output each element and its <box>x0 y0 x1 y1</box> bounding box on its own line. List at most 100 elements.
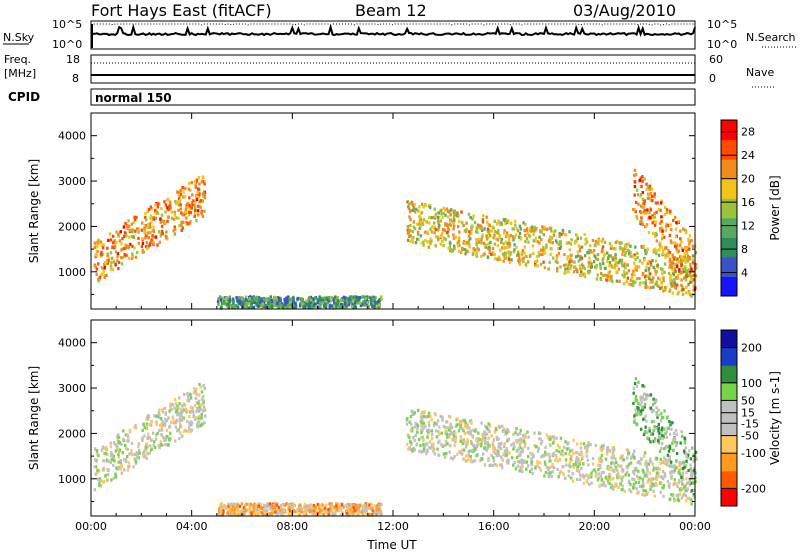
velocity-echo-cell <box>127 436 130 440</box>
velocity-echo-cell <box>503 442 506 446</box>
velocity-echo-cell <box>661 460 664 465</box>
velocity-colorbar-swatch <box>721 347 737 366</box>
power-echo-cell <box>687 245 690 249</box>
power-echo-cell <box>447 227 450 231</box>
power-echo-cell <box>688 293 692 297</box>
power-echo-cell <box>656 276 660 280</box>
velocity-echo-cell <box>566 442 569 446</box>
power-echo-cell <box>644 268 647 273</box>
power-echo-cell <box>426 230 430 234</box>
power-echo-cell <box>156 205 159 209</box>
power-echo-cell <box>444 222 447 226</box>
power-echo-cell <box>186 221 190 226</box>
velocity-echo-cell <box>422 410 425 414</box>
power-echo-cell <box>617 261 620 265</box>
power-echo-cell <box>605 274 609 278</box>
velocity-echo-cell <box>435 435 439 439</box>
velocity-echo-cell <box>457 422 460 426</box>
velocity-echo-cell <box>491 441 494 445</box>
power-echo-cell <box>419 234 423 238</box>
power-echo-cell <box>607 273 611 277</box>
power-echo-cell <box>406 228 409 232</box>
velocity-echo-cell <box>632 482 636 486</box>
velocity-echo-cell <box>549 459 552 463</box>
power-echo-cell <box>648 276 651 280</box>
velocity-echo-cell <box>651 432 655 436</box>
velocity-echo-cell <box>514 431 517 435</box>
velocity-echo-cell <box>686 481 689 485</box>
power-echo-cell <box>452 221 455 225</box>
power-echo-cell <box>173 225 176 229</box>
power-echo-cell <box>619 246 622 250</box>
velocity-echo-cell <box>636 423 639 427</box>
velocity-echo-cell <box>178 425 182 429</box>
velocity-echo-cell <box>466 426 469 430</box>
velocity-echo-cell <box>637 469 640 473</box>
velocity-echo-cell <box>657 422 660 426</box>
power-echo-cell <box>373 303 376 307</box>
velocity-echo-cell <box>421 428 424 432</box>
power-echo-cell <box>356 298 359 302</box>
velocity-echo-cell <box>675 459 678 463</box>
velocity-echo-cell <box>188 415 191 419</box>
velocity-echo-cell <box>639 427 643 431</box>
velocity-echo-cell <box>561 449 564 453</box>
power-echo-cell <box>292 296 295 300</box>
velocity-echo-cell <box>415 443 418 447</box>
power-echo-cell <box>653 247 656 251</box>
power-echo-cell <box>379 297 382 301</box>
velocity-echo-cell <box>604 457 608 461</box>
power-echo-cell <box>539 262 543 266</box>
velocity-echo-cell <box>534 445 538 449</box>
velocity-echo-cell <box>122 429 125 433</box>
power-echo-cell <box>471 252 475 256</box>
power-echo-cell <box>605 278 608 282</box>
velocity-echo-cell <box>180 434 184 438</box>
velocity-echo-cell <box>678 463 681 468</box>
velocity-echo-cell <box>614 484 617 488</box>
velocity-echo-cell <box>475 454 478 458</box>
velocity-echo-cell <box>146 444 149 449</box>
velocity-echo-cell <box>149 423 153 427</box>
velocity-echo-cell <box>519 450 522 454</box>
power-echo-cell <box>453 246 456 251</box>
power-echo-cell <box>182 190 185 194</box>
velocity-echo-cell <box>671 464 674 469</box>
velocity-echo-cell <box>416 430 419 434</box>
power-echo-cell <box>307 305 310 309</box>
power-echo-cell <box>680 270 683 274</box>
power-echo-cell <box>563 253 566 257</box>
power-echo-cell <box>288 304 291 308</box>
power-echo-cell <box>224 296 228 300</box>
power-echo-cell <box>488 229 491 233</box>
power-ytick-label: 2000 <box>58 220 86 233</box>
power-echo-cell <box>475 251 478 255</box>
power-echo-cell <box>577 244 581 248</box>
power-echo-cell <box>669 210 672 214</box>
power-echo-cell <box>197 195 200 199</box>
power-echo-cell <box>636 265 639 269</box>
power-echo-cell <box>648 280 652 284</box>
power-echo-cell <box>476 246 479 250</box>
power-echo-cell <box>579 257 582 261</box>
velocity-echo-cell <box>673 436 677 440</box>
velocity-echo-cell <box>632 455 636 459</box>
velocity-echo-cell <box>613 448 616 452</box>
velocity-echo-cell <box>685 499 688 503</box>
velocity-echo-cell <box>353 502 356 507</box>
power-echo-cell <box>407 207 411 211</box>
power-echo-cell <box>179 203 182 207</box>
velocity-echo-cell <box>565 447 569 451</box>
velocity-echo-cell <box>466 458 470 462</box>
velocity-echo-cell <box>314 509 317 513</box>
nave-label: Nave <box>746 66 774 79</box>
power-echo-cell <box>175 202 178 206</box>
velocity-echo-cell <box>610 465 613 469</box>
power-echo-cell <box>649 208 652 212</box>
velocity-echo-cell <box>317 506 321 510</box>
velocity-echo-cell <box>611 450 615 454</box>
power-echo-cell <box>592 249 596 253</box>
velocity-echo-cell <box>159 423 162 428</box>
power-echo-cell <box>194 183 197 188</box>
power-echo-cell <box>197 204 200 208</box>
